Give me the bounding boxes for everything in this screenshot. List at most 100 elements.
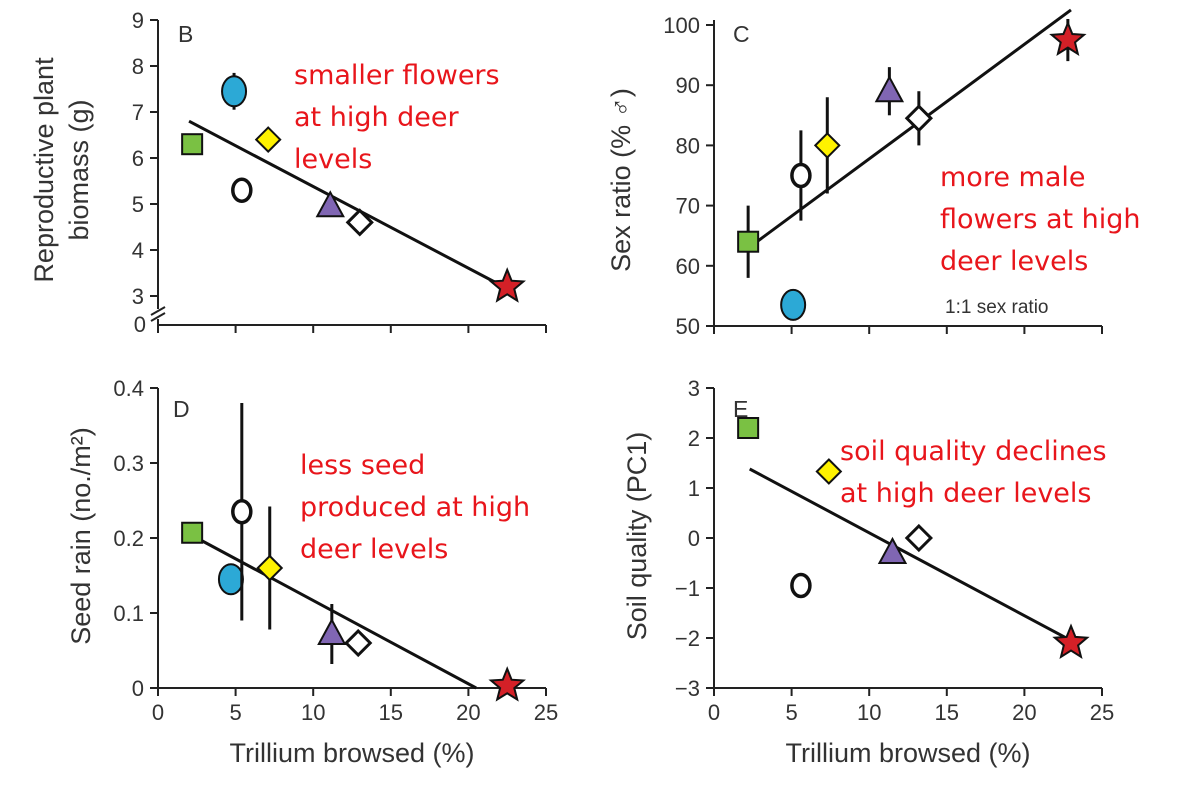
panel-d-point-square xyxy=(181,521,204,544)
panel-e-y-tick-label: 1 xyxy=(688,476,700,501)
panel-d-point-ellipse xyxy=(217,563,244,596)
panel-b: B Reproductive plant biomass (g) smaller… xyxy=(29,8,547,337)
panel-d-x-tick-label: 15 xyxy=(379,700,403,725)
panel-d-point-diamond-open xyxy=(344,628,373,658)
panel-e-annotation-line-2: at high deer levels xyxy=(840,478,1091,509)
panel-c-point-diamond-open xyxy=(904,104,933,133)
panel-b-y-tick-label: 5 xyxy=(132,192,144,217)
panel-d-y-tick-label: 0.4 xyxy=(113,376,144,401)
panel-b-point-ellipse xyxy=(221,75,248,108)
panel-e-x-tick-label: 10 xyxy=(857,700,881,725)
panel-c-annotation-line-1: more male xyxy=(940,162,1085,193)
panel-d-point-circle-open xyxy=(231,499,253,525)
panel-b-annotation: smaller flowers at high deer levels xyxy=(294,60,500,175)
panel-b-y-axis-break-mark xyxy=(150,306,166,316)
panel-d-y-axis-label: Seed rain (no./m²) xyxy=(66,427,96,645)
panel-e-y-tick-label: −3 xyxy=(675,676,700,701)
panel-d-x-tick-label: 10 xyxy=(301,700,325,725)
panel-d-annotation-line-3: deer levels xyxy=(300,534,448,565)
panel-b-y-tick-label: 8 xyxy=(132,54,144,79)
panel-d-point-triangle xyxy=(317,617,347,645)
panel-d-point-diamond xyxy=(256,554,284,582)
panel-e-point-star xyxy=(1052,623,1090,659)
panel-d-y-tick-label: 0.3 xyxy=(113,451,144,476)
panel-b-y-tick-label: 9 xyxy=(132,8,144,33)
panel-b-y-tick-label: 4 xyxy=(132,238,144,263)
panel-e-y-tick-label: 3 xyxy=(688,376,700,401)
panel-d-y-tick-label: 0.1 xyxy=(113,601,144,626)
panel-c-reference-label: 1:1 sex ratio xyxy=(945,297,1049,318)
panel-c-point-square xyxy=(737,230,760,253)
panel-e-regression-line xyxy=(748,467,1072,642)
panel-e-letter: E xyxy=(733,396,748,422)
panel-b-regression-line xyxy=(188,119,501,286)
panel-b-point-triangle xyxy=(315,190,345,218)
panel-b-y-axis-label: Reproductive plant biomass (g) xyxy=(29,57,94,283)
panel-c-y-tick-label: 90 xyxy=(676,73,700,98)
panel-e-y-tick-label: 2 xyxy=(688,426,700,451)
panel-e-y-tick-label: 0 xyxy=(688,526,700,551)
panel-b-annotation-line-1: smaller flowers xyxy=(294,60,500,91)
panel-e-x-tick-label: 15 xyxy=(935,700,959,725)
panel-c-letter: C xyxy=(733,21,750,47)
panel-b-y-tick-label: 6 xyxy=(132,146,144,171)
panel-b-annotation-line-2: at high deer xyxy=(294,102,460,133)
panel-b-point-square xyxy=(181,133,204,156)
panel-c-y-tick-label: 100 xyxy=(663,13,700,38)
panel-c: C Sex ratio (% ♂) 1:1 sex ratio more mal… xyxy=(606,8,1141,339)
panel-b-point-diamond-open xyxy=(345,208,374,237)
panel-e-x-tick-label: 5 xyxy=(785,700,797,725)
panel-e-x-tick-label: 25 xyxy=(1090,700,1114,725)
panel-b-y-tick-label: 7 xyxy=(132,100,144,125)
panel-c-y-axis-label: Sex ratio (% ♂) xyxy=(606,88,636,272)
panel-e-point-square xyxy=(737,417,760,439)
panel-c-point-ellipse xyxy=(780,288,807,321)
panel-c-y-tick-label: 80 xyxy=(676,133,700,158)
panel-d-x-axis-label: Trillium browsed (%) xyxy=(229,738,474,768)
panel-c-annotation-line-2: flowers at high xyxy=(940,204,1141,235)
panel-e-x-tick-label: 20 xyxy=(1012,700,1036,725)
panel-e: E Soil quality (PC1) Trillium browsed (%… xyxy=(622,376,1114,768)
panel-d-regression-line xyxy=(196,536,477,690)
panel-d-annotation-line-1: less seed xyxy=(300,450,425,481)
panel-d-y-tick-label: 0 xyxy=(132,676,144,701)
panel-d-x-tick-label: 5 xyxy=(229,700,241,725)
panel-c-y-tick-label: 50 xyxy=(676,314,700,339)
panel-e-point-diamond-open xyxy=(904,523,933,553)
panel-d-letter: D xyxy=(173,396,190,422)
panel-b-y-tick-label: 3 xyxy=(132,284,144,309)
panel-b-letter: B xyxy=(178,21,193,47)
panel-c-annotation: more male flowers at high deer levels xyxy=(940,162,1141,277)
panel-c-point-diamond xyxy=(813,131,841,159)
panel-b-point-circle-open xyxy=(231,177,253,203)
panel-e-y-tick-label: −2 xyxy=(675,626,700,651)
panel-c-point-star xyxy=(1049,20,1087,56)
panel-d-x-tick-label: 20 xyxy=(456,700,480,725)
panel-b-annotation-line-3: levels xyxy=(294,144,372,175)
panel-d: D Seed rain (no./m²) Trillium browsed (%… xyxy=(66,376,558,768)
panel-c-annotation-line-3: deer levels xyxy=(940,246,1088,277)
panel-e-x-axis-label: Trillium browsed (%) xyxy=(785,738,1030,768)
panel-c-y-tick-label: 60 xyxy=(676,254,700,279)
panel-d-x-tick-label: 25 xyxy=(534,700,558,725)
panel-c-regression-line xyxy=(751,8,1072,246)
panel-e-y-tick-label: −1 xyxy=(675,576,700,601)
panel-b-point-diamond xyxy=(254,126,282,154)
panel-c-y-tick-label: 70 xyxy=(676,194,700,219)
panel-e-point-diamond xyxy=(815,458,843,485)
panel-e-annotation-line-1: soil quality declines xyxy=(840,436,1107,467)
panel-e-x-tick-label: 0 xyxy=(708,700,720,725)
panel-e-point-triangle xyxy=(877,536,908,564)
panel-d-annotation-line-2: produced at high xyxy=(300,492,530,523)
panel-b-y-axis-label-line-1: Reproductive plant xyxy=(29,57,59,283)
panel-b-y-axis-break-mark xyxy=(150,312,166,322)
panel-d-point-star xyxy=(488,666,526,702)
panel-b-point-star xyxy=(488,267,526,303)
panel-e-y-axis-label: Soil quality (PC1) xyxy=(622,432,652,641)
panel-b-y-break-label: 0 xyxy=(134,312,146,337)
panel-d-y-tick-label: 0.2 xyxy=(113,526,144,551)
panel-d-annotation: less seed produced at high deer levels xyxy=(300,450,530,565)
panel-d-x-tick-label: 0 xyxy=(152,700,164,725)
panel-e-annotation: soil quality declines at high deer level… xyxy=(840,436,1107,509)
